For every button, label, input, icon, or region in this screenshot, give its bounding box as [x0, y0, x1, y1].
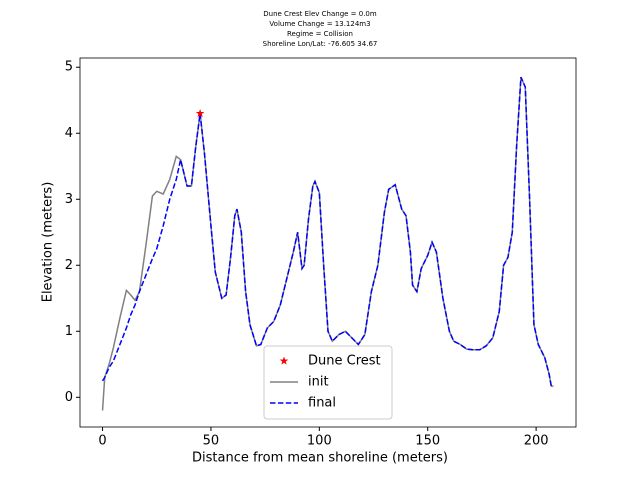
axes-frame [79, 57, 577, 428]
y-axis-label: Elevation (meters) [41, 182, 56, 303]
x-tick-label: 0 [98, 434, 106, 449]
legend-box [263, 345, 393, 420]
legend-label: final [308, 396, 336, 411]
x-axis-label: Distance from mean shoreline (meters) [192, 451, 448, 466]
x-tick-label: 150 [415, 434, 440, 449]
chart-title: Regime = Collision [287, 30, 353, 38]
crest-marker [195, 108, 205, 118]
chart-title: Dune Crest Elev Change = 0.0m [263, 10, 377, 18]
legend-label: init [308, 375, 329, 390]
chart-title: Shoreline Lon/Lat: -76.605 34.67 [263, 40, 378, 48]
chart-title: Volume Change = 13.124m3 [269, 20, 370, 28]
y-tick-label: 0 [65, 390, 73, 405]
x-tick-label: 50 [203, 434, 220, 449]
y-tick-label: 2 [65, 258, 73, 273]
series-line [101, 76, 554, 387]
x-tick-label: 200 [524, 434, 549, 449]
y-tick-label: 5 [65, 60, 73, 75]
y-tick-label: 3 [65, 192, 73, 207]
legend-label: Dune Crest [308, 354, 381, 369]
y-tick-label: 1 [65, 324, 73, 339]
x-tick-label: 100 [307, 434, 332, 449]
legend-symbol [279, 356, 289, 365]
y-tick-label: 4 [65, 126, 73, 141]
